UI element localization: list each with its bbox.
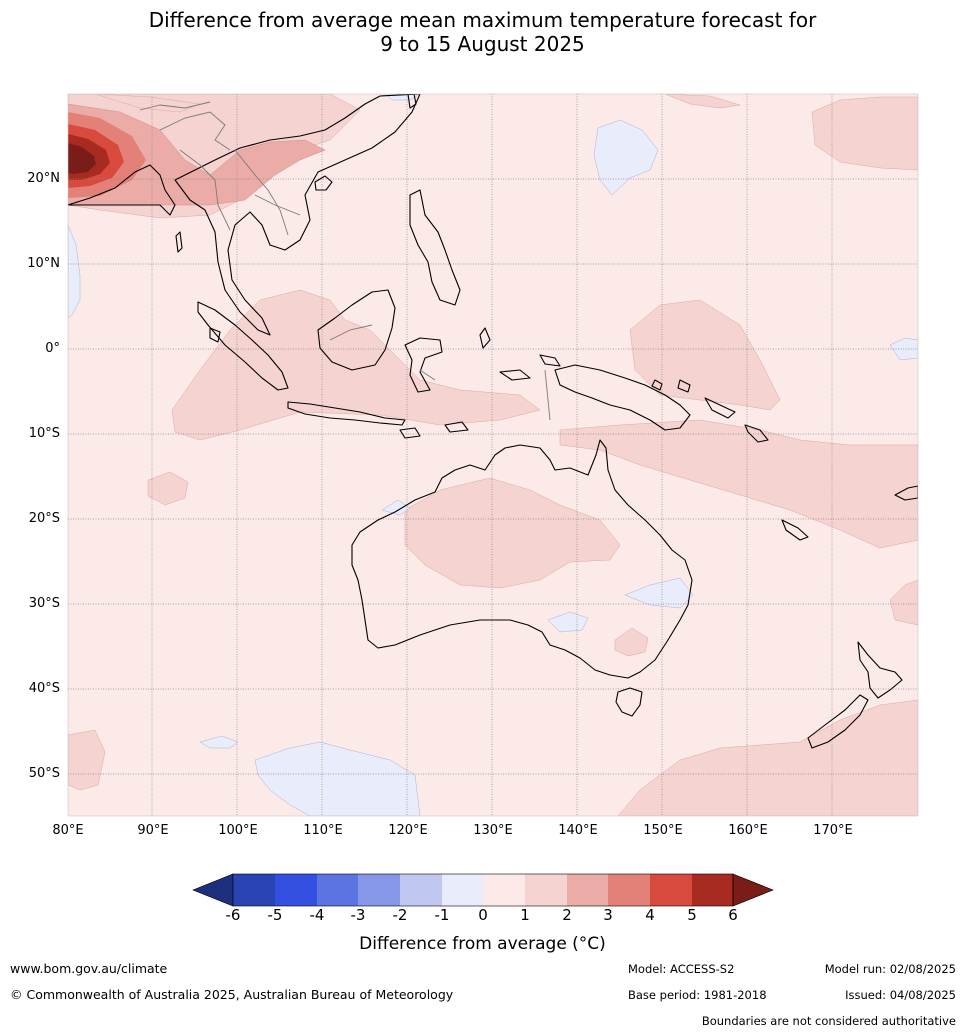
- new-zealand-south-coastline: [807, 694, 869, 749]
- colorbar-tick: -4: [309, 906, 325, 924]
- colorbar-title: Difference from average (°C): [359, 934, 606, 954]
- tasmania-coastline: [615, 687, 643, 717]
- lon-label-90e: 90°E: [137, 823, 169, 838]
- anomaly-minus1-regions: [68, 94, 918, 816]
- india-coastline: [68, 164, 176, 216]
- sulawesi-coastline: [404, 337, 443, 393]
- model-run-text: Model run: 02/08/2025: [824, 962, 956, 976]
- coastlines: [68, 94, 918, 749]
- borneo-coastline: [317, 289, 396, 371]
- title-line-1: Difference from average mean maximum tem…: [148, 8, 817, 32]
- website-link[interactable]: www.bom.gov.au/climate: [10, 961, 168, 976]
- colorbar-bin: [692, 874, 733, 906]
- colorbar-bin: [275, 874, 317, 906]
- colorbar-bin: [567, 874, 608, 906]
- colorbar-high-extend: [732, 873, 774, 907]
- colorbar-tick: 2: [562, 906, 572, 924]
- lat-label-50s: 50°S: [28, 766, 60, 781]
- colorbar: [192, 873, 774, 907]
- colorbar-tick: -6: [225, 906, 241, 924]
- colorbar-tick: 3: [603, 906, 613, 924]
- lat-label-20s: 20°S: [28, 511, 60, 526]
- colorbar-bin: [442, 874, 483, 906]
- colorbar-tick: -5: [267, 906, 283, 924]
- issued-text: Issued: 04/08/2025: [845, 988, 956, 1002]
- colorbar-bin: [317, 874, 358, 906]
- lon-label-120e: 120°E: [388, 823, 428, 838]
- lon-label-170e: 170°E: [813, 823, 853, 838]
- colorbar-tick: -3: [350, 906, 366, 924]
- colorbar-tick: 5: [687, 906, 697, 924]
- colorbar-bin: [358, 874, 400, 906]
- anomaly-plus6-region: [68, 143, 96, 174]
- lat-label-0: 0°: [45, 341, 60, 356]
- colorbar-tick: 6: [728, 906, 738, 924]
- lat-label-30s: 30°S: [28, 596, 60, 611]
- lat-label-20n: 20°N: [27, 171, 60, 186]
- colorbar-tick: -2: [392, 906, 408, 924]
- colorbar-bin: [608, 874, 650, 906]
- copyright-text: © Commonwealth of Australia 2025, Austra…: [10, 987, 454, 1002]
- colorbar-tick: 1: [520, 906, 530, 924]
- hainan-coastline: [314, 175, 333, 191]
- base-period-text: Base period: 1981-2018: [628, 988, 767, 1002]
- colorbar-outline: [232, 873, 734, 907]
- lon-label-110e: 110°E: [303, 823, 343, 838]
- lat-label-10n: 10°N: [27, 256, 60, 271]
- australia-coastline: [351, 439, 693, 679]
- new-zealand-north-coastline: [857, 641, 903, 699]
- disclaimer-text: Boundaries are not considered authoritat…: [701, 1014, 956, 1028]
- lon-label-160e: 160°E: [728, 823, 768, 838]
- lon-label-80e: 80°E: [52, 823, 84, 838]
- lon-label-100e: 100°E: [218, 823, 258, 838]
- map-title: Difference from average mean maximum tem…: [0, 8, 965, 56]
- new-guinea-coastline: [554, 364, 691, 431]
- country-boundaries: [139, 101, 551, 421]
- colorbar-bin: [525, 874, 567, 906]
- lon-label-140e: 140°E: [558, 823, 598, 838]
- philippines-coastline: [409, 189, 461, 306]
- map-frame: [67, 93, 919, 817]
- colorbar-tick: 0: [478, 906, 488, 924]
- colorbar-bin: [650, 874, 692, 906]
- model-text: Model: ACCESS-S2: [628, 962, 735, 976]
- colorbar-low-extend: [192, 873, 234, 907]
- indochina-coastline: [174, 94, 421, 336]
- colorbar-tick: 4: [645, 906, 655, 924]
- lat-label-10s: 10°S: [28, 426, 60, 441]
- colorbar-bin: [233, 874, 275, 906]
- colorbar-bin: [400, 874, 442, 906]
- taiwan-coastline: [407, 94, 417, 109]
- java-coastline: [287, 401, 406, 426]
- graticule: [68, 94, 918, 816]
- colorbar-bin: [483, 874, 525, 906]
- lat-label-40s: 40°S: [28, 681, 60, 696]
- lon-label-150e: 150°E: [643, 823, 683, 838]
- map-area: [68, 94, 918, 816]
- lon-label-130e: 130°E: [473, 823, 513, 838]
- colorbar-tick: -1: [434, 906, 450, 924]
- title-line-2: 9 to 15 August 2025: [380, 32, 585, 56]
